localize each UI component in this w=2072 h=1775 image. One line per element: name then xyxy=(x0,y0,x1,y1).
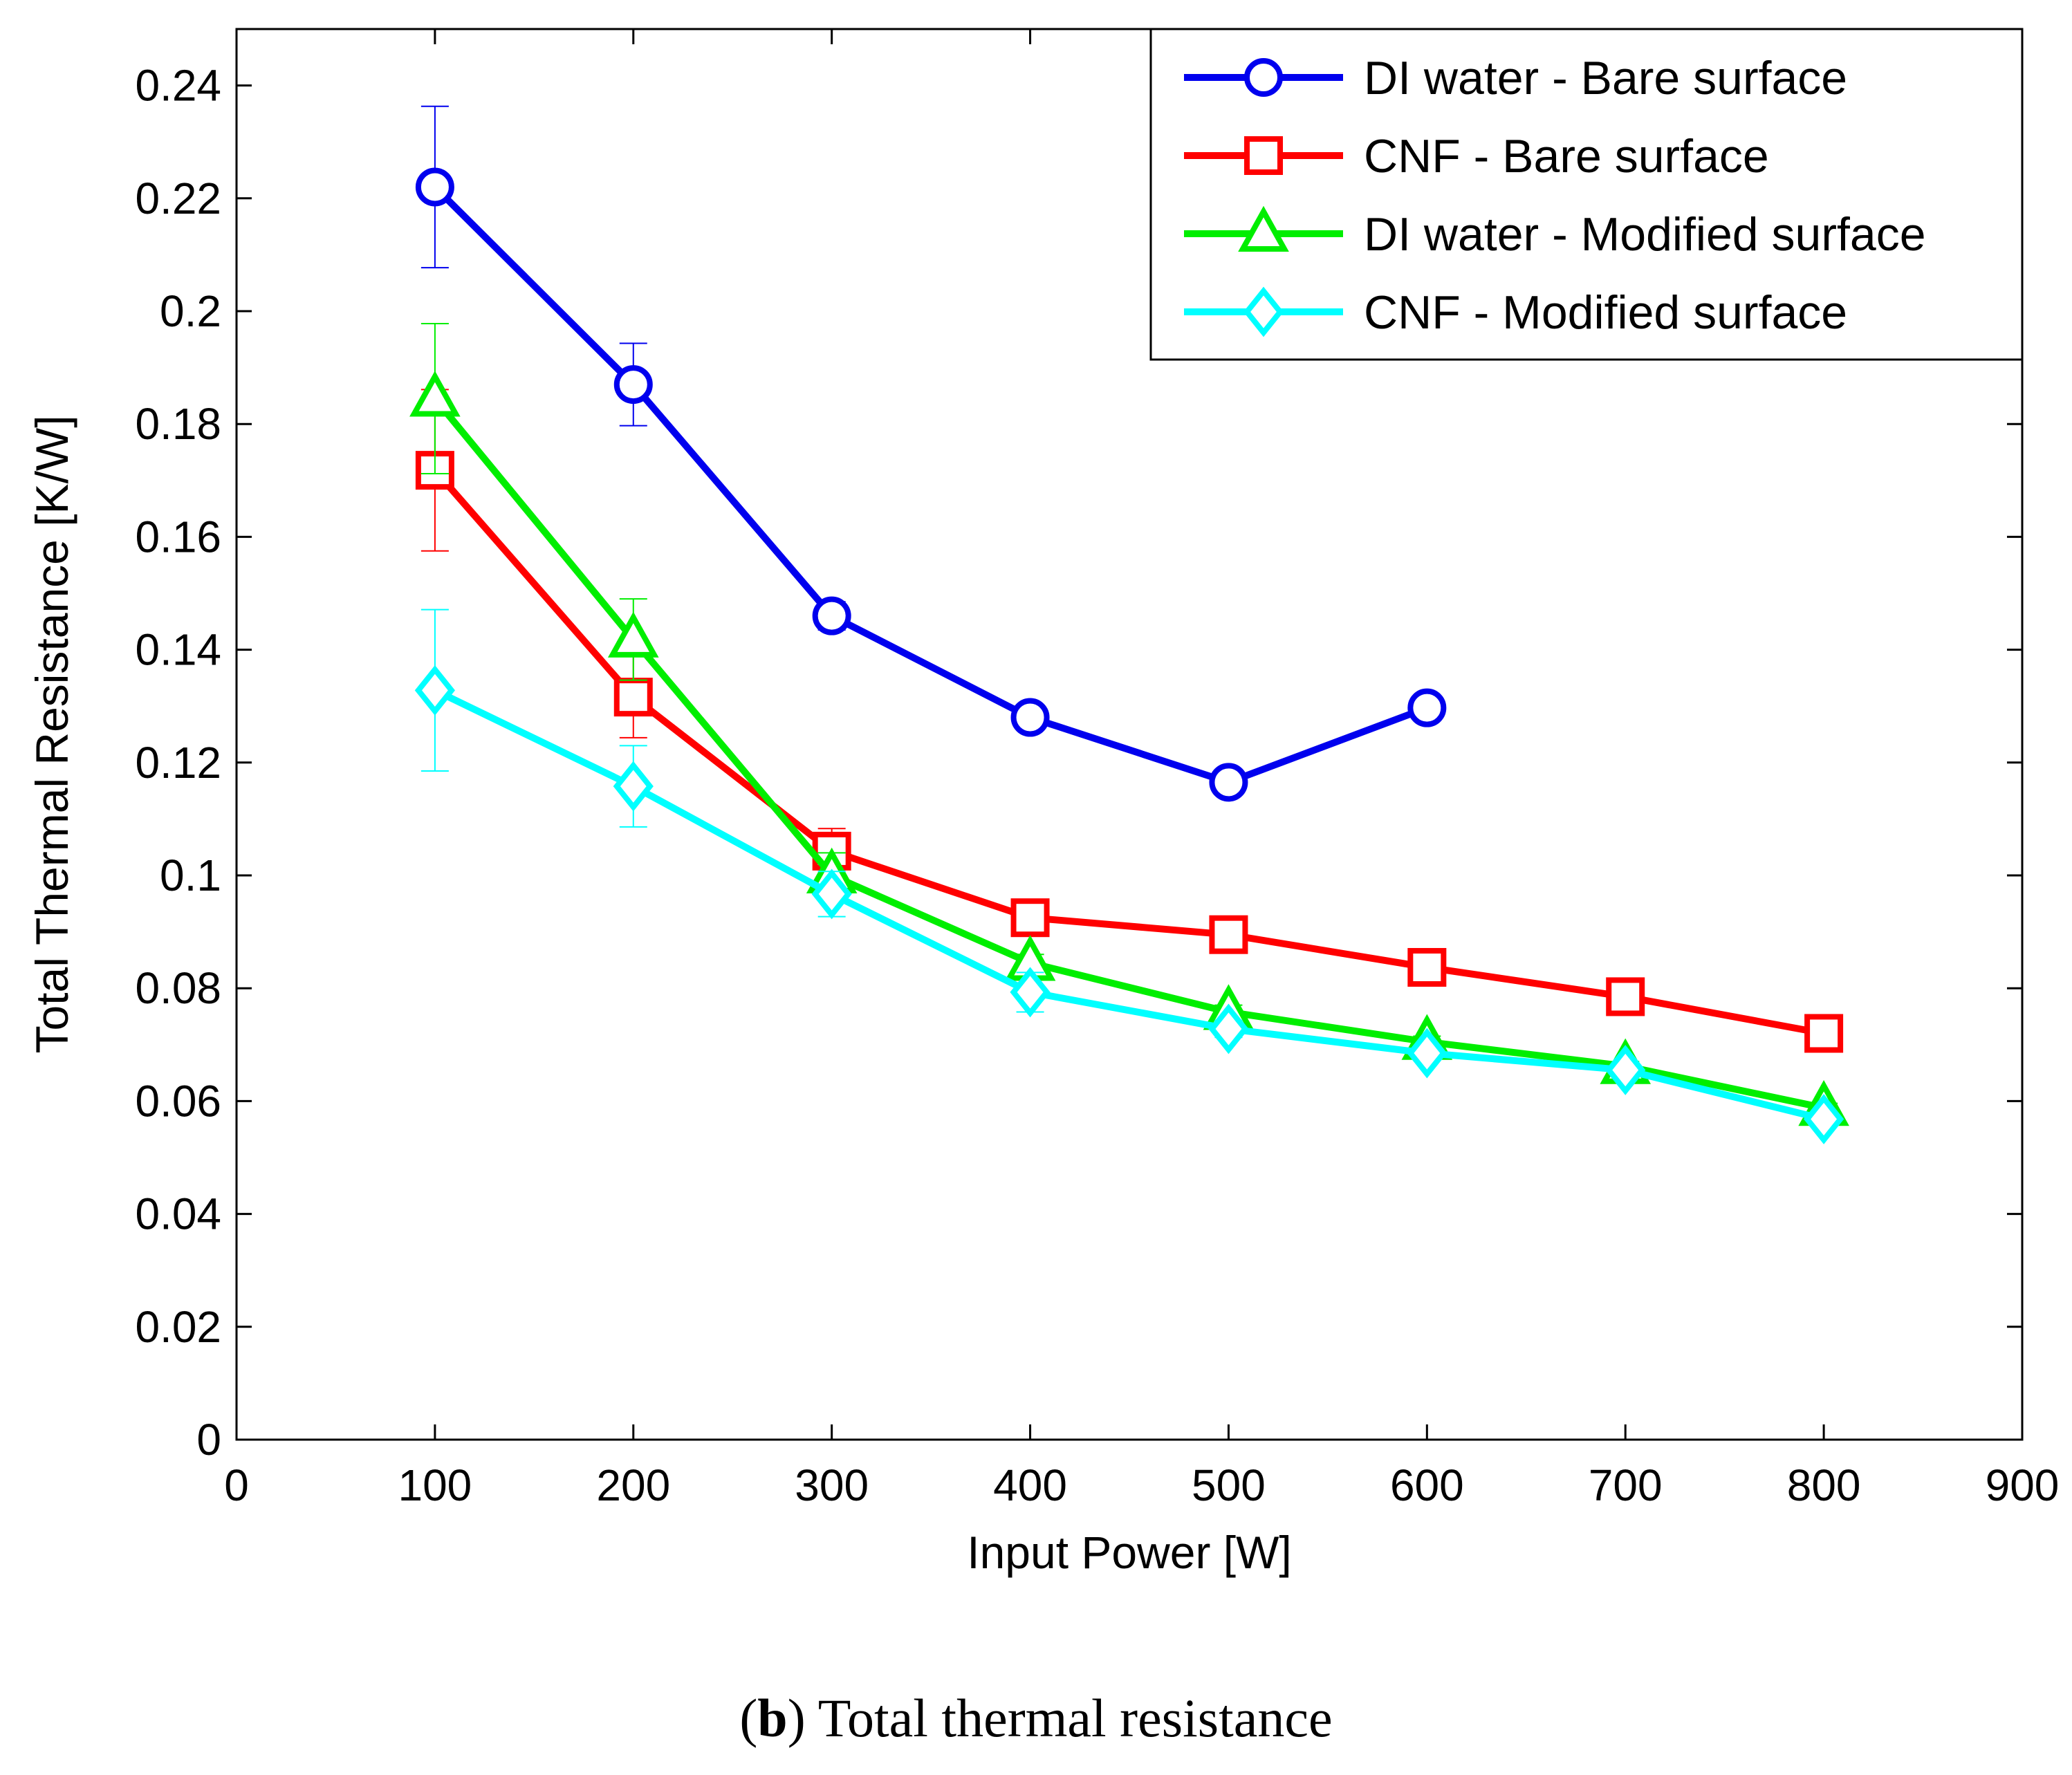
y-tick-label: 0.1 xyxy=(160,851,221,900)
data-point xyxy=(1208,1003,1249,1054)
series-line xyxy=(432,467,1825,1037)
x-tick-label: 400 xyxy=(993,1460,1067,1510)
caption-letter: b xyxy=(757,1688,788,1748)
series-line xyxy=(432,184,1429,786)
y-tick-label: 0.08 xyxy=(135,963,221,1013)
data-point xyxy=(415,167,454,207)
series-layer xyxy=(409,105,1849,1144)
y-tick-label: 0.12 xyxy=(135,738,221,788)
legend-label: CNF - Modified surface xyxy=(1364,286,1847,339)
axis-ticks: 0 100 200 300 400 500 600 700 800 900 0 0.02 0.04 0.0… xyxy=(135,29,2059,1510)
data-point xyxy=(1010,698,1050,737)
legend: DI water - Bare surface CNF - Bare surfac… xyxy=(1149,28,2024,361)
data-point xyxy=(409,371,461,417)
data-point xyxy=(607,611,659,658)
x-tick-label: 500 xyxy=(1192,1460,1266,1510)
data-point xyxy=(1803,1094,1844,1144)
y-tick-label: 0.18 xyxy=(135,399,221,449)
data-point xyxy=(1209,763,1248,802)
y-axis-label: Total Thermal Resistance [K/W] xyxy=(26,415,77,1053)
figure-caption: (b) Total thermal resistance xyxy=(739,1688,1333,1748)
legend-marker xyxy=(1243,286,1284,337)
x-tick-label: 0 xyxy=(224,1460,249,1510)
data-point xyxy=(1605,1045,1646,1095)
x-tick-label: 100 xyxy=(398,1460,472,1510)
y-tick-label: 0.14 xyxy=(135,625,221,675)
legend-label: DI water - Modified surface xyxy=(1364,208,1926,261)
y-tick-label: 0.2 xyxy=(160,286,221,336)
data-point xyxy=(812,596,851,635)
data-point xyxy=(613,761,654,812)
series-4 xyxy=(414,608,1844,1144)
data-point xyxy=(1010,967,1051,1018)
legend-label: CNF - Bare surface xyxy=(1364,130,1769,183)
y-tick-label: 0.04 xyxy=(135,1189,221,1239)
x-tick-label: 900 xyxy=(1986,1460,2060,1510)
data-point xyxy=(1209,915,1248,954)
y-tick-label: 0.02 xyxy=(135,1302,221,1352)
series-1 xyxy=(415,105,1447,802)
x-tick-label: 800 xyxy=(1787,1460,1861,1510)
data-point xyxy=(1407,948,1447,987)
data-point xyxy=(1010,898,1050,938)
data-point xyxy=(613,678,653,717)
data-point xyxy=(414,665,456,716)
y-tick-label: 0.22 xyxy=(135,174,221,223)
x-axis-label: Input Power [W] xyxy=(967,1527,1292,1578)
x-tick-label: 700 xyxy=(1589,1460,1663,1510)
series-line xyxy=(432,396,1825,1112)
y-tick-label: 0.16 xyxy=(135,512,221,561)
legend-marker xyxy=(1244,136,1283,175)
data-point xyxy=(1407,1028,1447,1079)
series-2 xyxy=(415,389,1844,1053)
data-point xyxy=(1804,1014,1844,1053)
x-tick-label: 200 xyxy=(596,1460,670,1510)
legend-box xyxy=(1149,28,2024,361)
series-line xyxy=(433,687,1825,1123)
x-tick-label: 600 xyxy=(1390,1460,1464,1510)
caption-text: Total thermal resistance xyxy=(805,1688,1333,1748)
x-tick-label: 300 xyxy=(795,1460,869,1510)
y-tick-label: 0.06 xyxy=(135,1076,221,1126)
legend-marker xyxy=(1244,58,1283,97)
y-tick-label: 0 xyxy=(196,1415,221,1465)
data-point xyxy=(1407,688,1447,727)
y-tick-label: 0.24 xyxy=(135,61,221,111)
legend-label: DI water - Bare surface xyxy=(1364,52,1847,104)
legend-marker xyxy=(1238,205,1289,252)
data-point xyxy=(1606,977,1645,1016)
data-point xyxy=(613,365,653,405)
data-point xyxy=(811,868,852,920)
